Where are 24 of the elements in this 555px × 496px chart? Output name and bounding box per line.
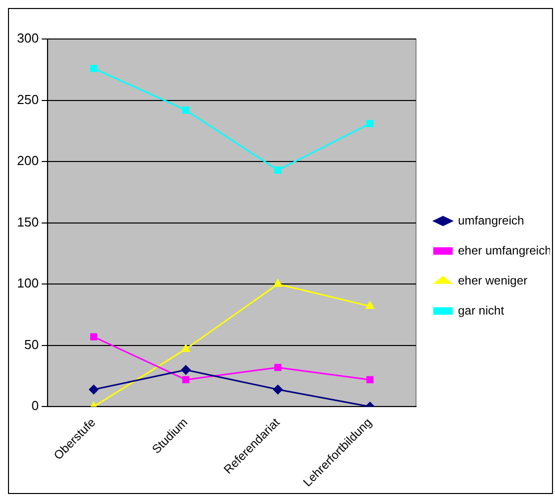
y-tick-label: 250 bbox=[16, 92, 39, 107]
y-tick-label: 100 bbox=[16, 276, 39, 291]
legend-label: umfangreich bbox=[458, 213, 524, 228]
y-tick-label: 300 bbox=[16, 30, 39, 46]
point bbox=[90, 333, 98, 340]
point bbox=[366, 120, 374, 128]
point bbox=[181, 365, 191, 375]
point bbox=[366, 376, 374, 384]
y-tick-label: 50 bbox=[24, 336, 39, 352]
point bbox=[90, 64, 98, 72]
point bbox=[182, 344, 190, 352]
y-tick-label: 150 bbox=[16, 214, 39, 230]
point bbox=[274, 364, 282, 372]
y-tick-label: 200 bbox=[16, 153, 39, 168]
point bbox=[182, 376, 190, 384]
legend-label: eher weniger bbox=[458, 273, 528, 288]
legend-label: gar nicht bbox=[458, 303, 505, 318]
point bbox=[366, 301, 374, 309]
point bbox=[274, 166, 282, 174]
point bbox=[273, 384, 283, 394]
y-tick-label: 0 bbox=[31, 398, 39, 414]
point bbox=[88, 384, 98, 394]
point bbox=[182, 106, 190, 114]
point bbox=[274, 279, 282, 287]
